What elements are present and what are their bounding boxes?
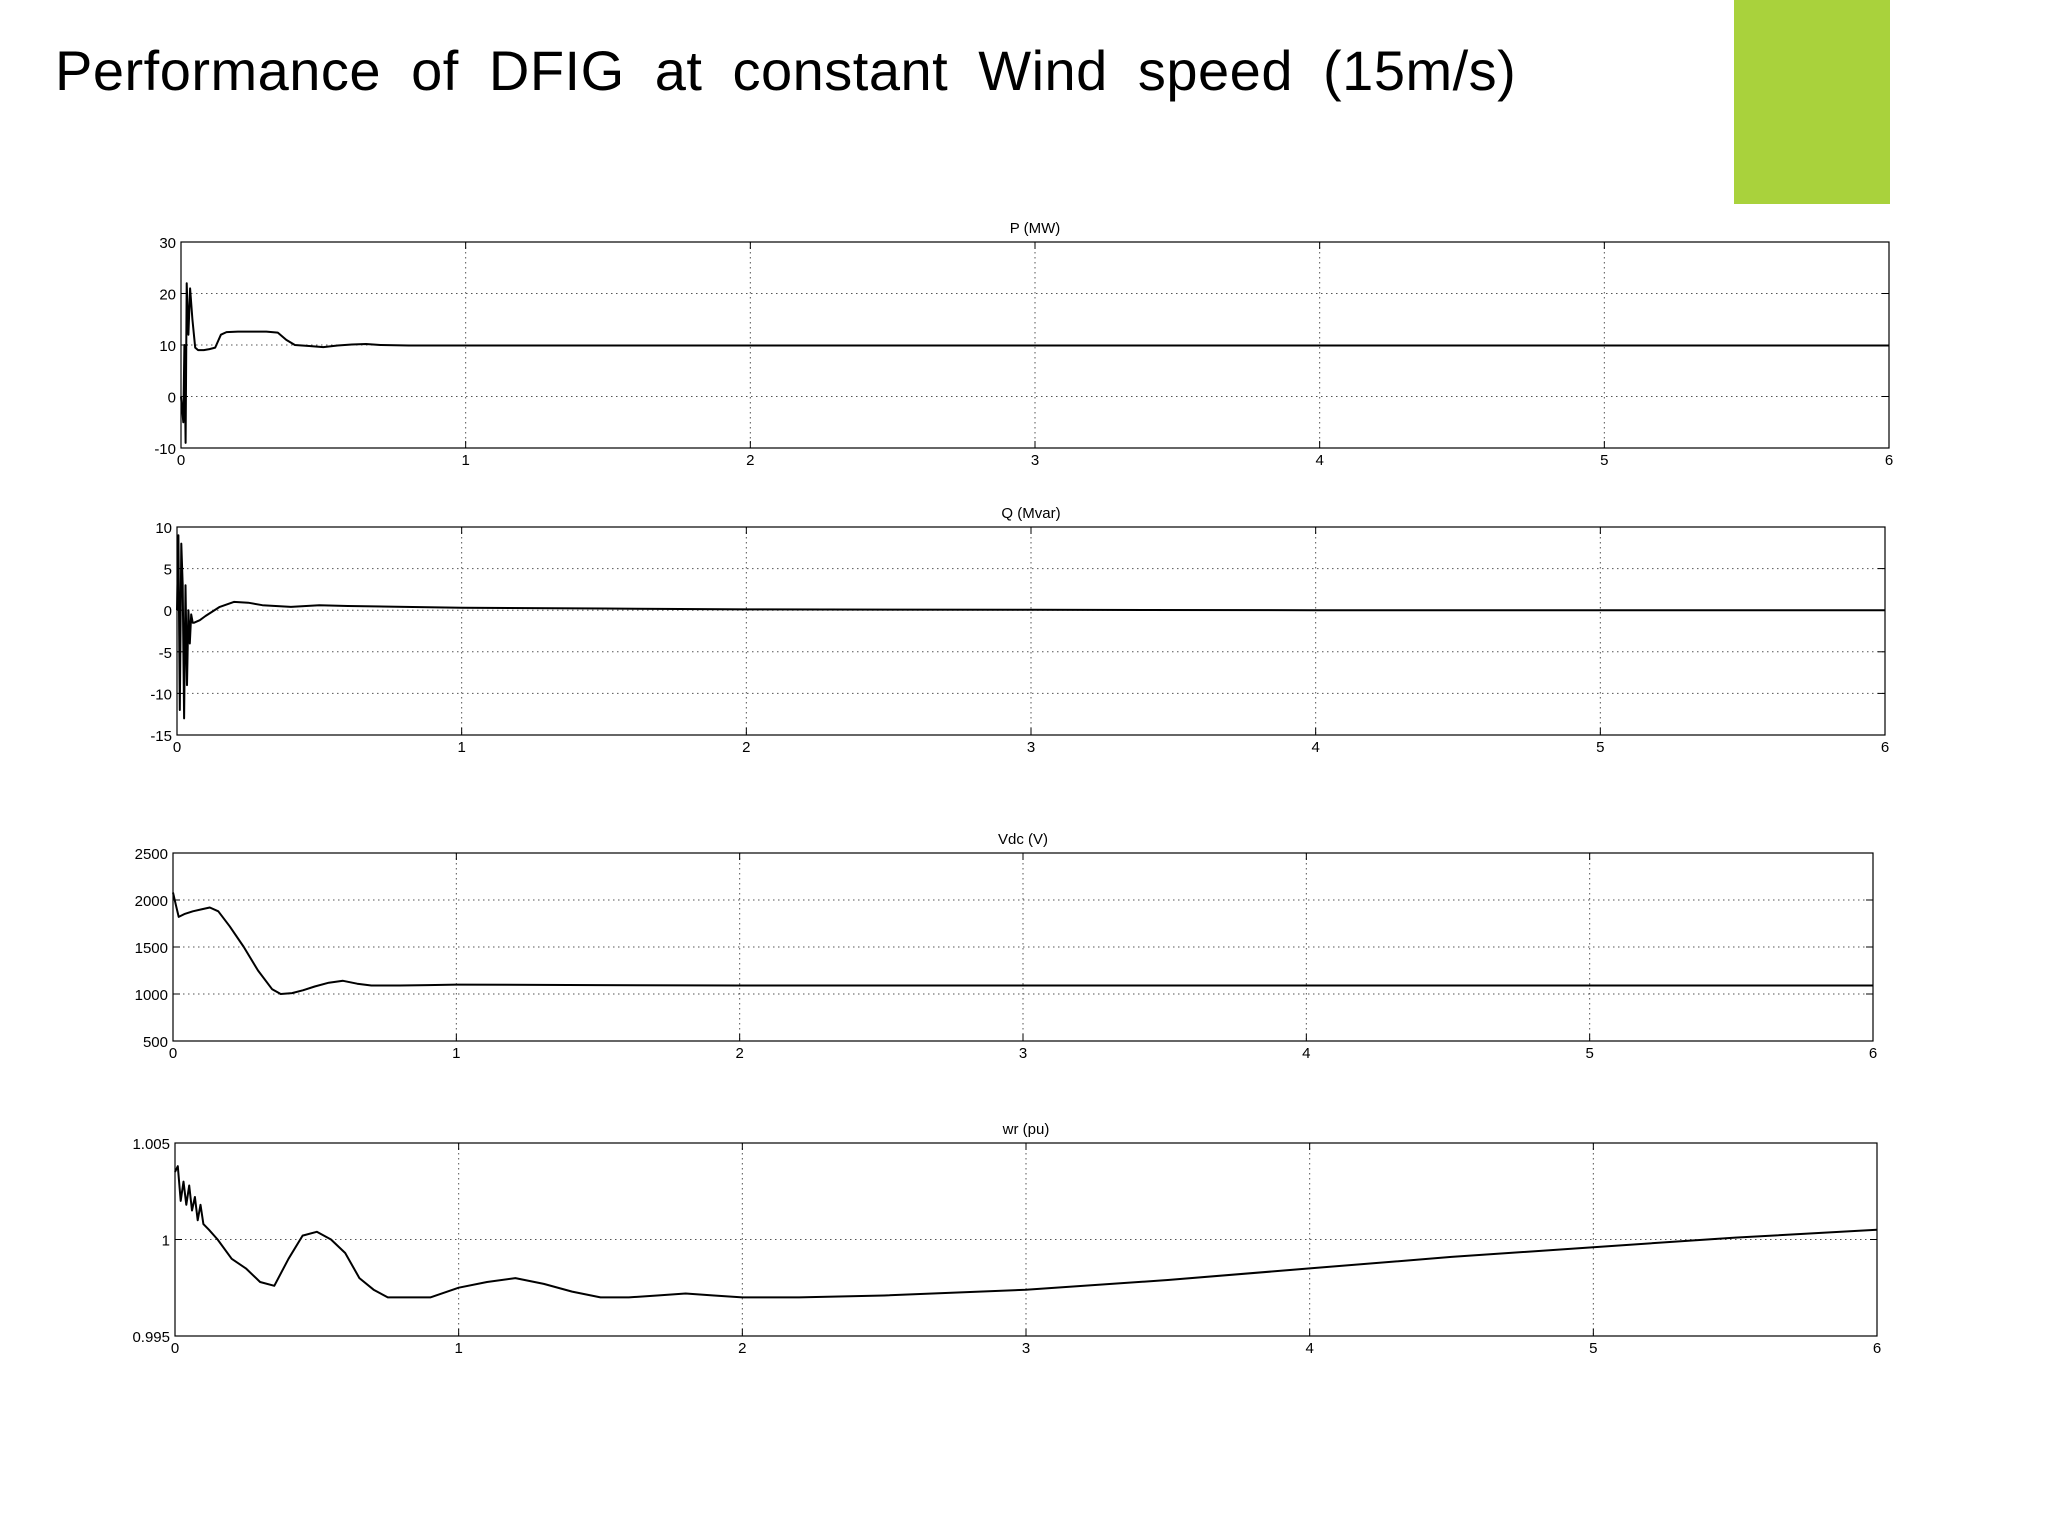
y-tick-label: 0 (164, 603, 172, 620)
y-tick-label: 500 (143, 1034, 168, 1051)
x-tick-label: 0 (171, 1340, 179, 1357)
y-tick-label: 20 (159, 287, 176, 304)
chart-title: Vdc (V) (998, 831, 1048, 848)
x-tick-label: 1 (454, 1340, 462, 1357)
x-tick-label: 5 (1600, 452, 1608, 469)
x-tick-label: 4 (1305, 1340, 1313, 1357)
x-tick-label: 2 (738, 1340, 746, 1357)
chart-4: wr (pu) 0 1 2 3 4 5 6 1.005 1 0.995 (132, 1121, 1881, 1357)
y-tick-label: -15 (150, 728, 172, 745)
x-tick-label: 2 (742, 739, 750, 756)
x-tick-label: 6 (1885, 452, 1893, 469)
x-tick-label: 2 (746, 452, 754, 469)
x-tick-label: 5 (1585, 1045, 1593, 1062)
series-line (172, 892, 1873, 995)
x-tick-label: 6 (1881, 739, 1889, 756)
x-tick-label: 1 (461, 452, 469, 469)
x-tick-label: 4 (1302, 1045, 1310, 1062)
x-tick-label: 2 (735, 1045, 743, 1062)
chart-3: Vdc (V) 0 1 2 3 4 5 6 2500 2000 1500 1000 500 (135, 831, 1878, 1062)
y-tick-label: 2000 (135, 893, 168, 910)
x-tick-label: 6 (1873, 1340, 1881, 1357)
x-tick-label: 3 (1031, 452, 1039, 469)
page-title: Performance of DFIG at constant Wind spe… (55, 39, 1517, 102)
y-tick-label: 0.995 (132, 1329, 170, 1346)
x-tick-label: 4 (1311, 739, 1319, 756)
y-tick-label: 2500 (135, 846, 168, 863)
x-tick-label: 4 (1315, 452, 1323, 469)
y-tick-label: -10 (150, 686, 172, 703)
x-tick-label: 5 (1596, 739, 1604, 756)
y-tick-label: 30 (159, 235, 176, 252)
series-line (176, 534, 1885, 720)
y-tick-label: 1500 (135, 940, 168, 957)
y-tick-label: 10 (155, 520, 172, 537)
x-tick-label: 1 (452, 1045, 460, 1062)
x-tick-label: 6 (1869, 1045, 1877, 1062)
x-tick-label: 0 (173, 739, 181, 756)
x-tick-label: 3 (1019, 1045, 1027, 1062)
y-tick-label: 1.005 (132, 1136, 170, 1153)
x-tick-label: 0 (169, 1045, 177, 1062)
plot-frame (174, 1142, 1878, 1337)
y-tick-label: 10 (159, 338, 176, 355)
y-tick-label: 1 (162, 1233, 170, 1250)
y-tick-label: 0 (168, 390, 176, 407)
x-tick-label: 1 (457, 739, 465, 756)
y-tick-label: 5 (164, 562, 172, 579)
chart-title: Q (Mvar) (1001, 505, 1060, 522)
x-tick-label: 0 (177, 452, 185, 469)
series-line (174, 1165, 1878, 1299)
chart-title: P (MW) (1010, 220, 1061, 237)
y-tick-label: 1000 (135, 987, 168, 1004)
chart-2: Q (Mvar) 0 1 2 3 4 5 6 10 5 0 -5 -10 -15 (150, 505, 1889, 756)
x-tick-label: 3 (1027, 739, 1035, 756)
accent-bar (1734, 0, 1890, 204)
y-tick-label: -10 (154, 441, 176, 458)
y-tick-label: -5 (159, 645, 172, 662)
chart-title: wr (pu) (1002, 1121, 1050, 1138)
plot-frame (172, 852, 1874, 1042)
plot-frame (176, 526, 1886, 736)
series-line (180, 282, 1889, 444)
x-tick-label: 3 (1022, 1340, 1030, 1357)
x-tick-label: 5 (1589, 1340, 1597, 1357)
